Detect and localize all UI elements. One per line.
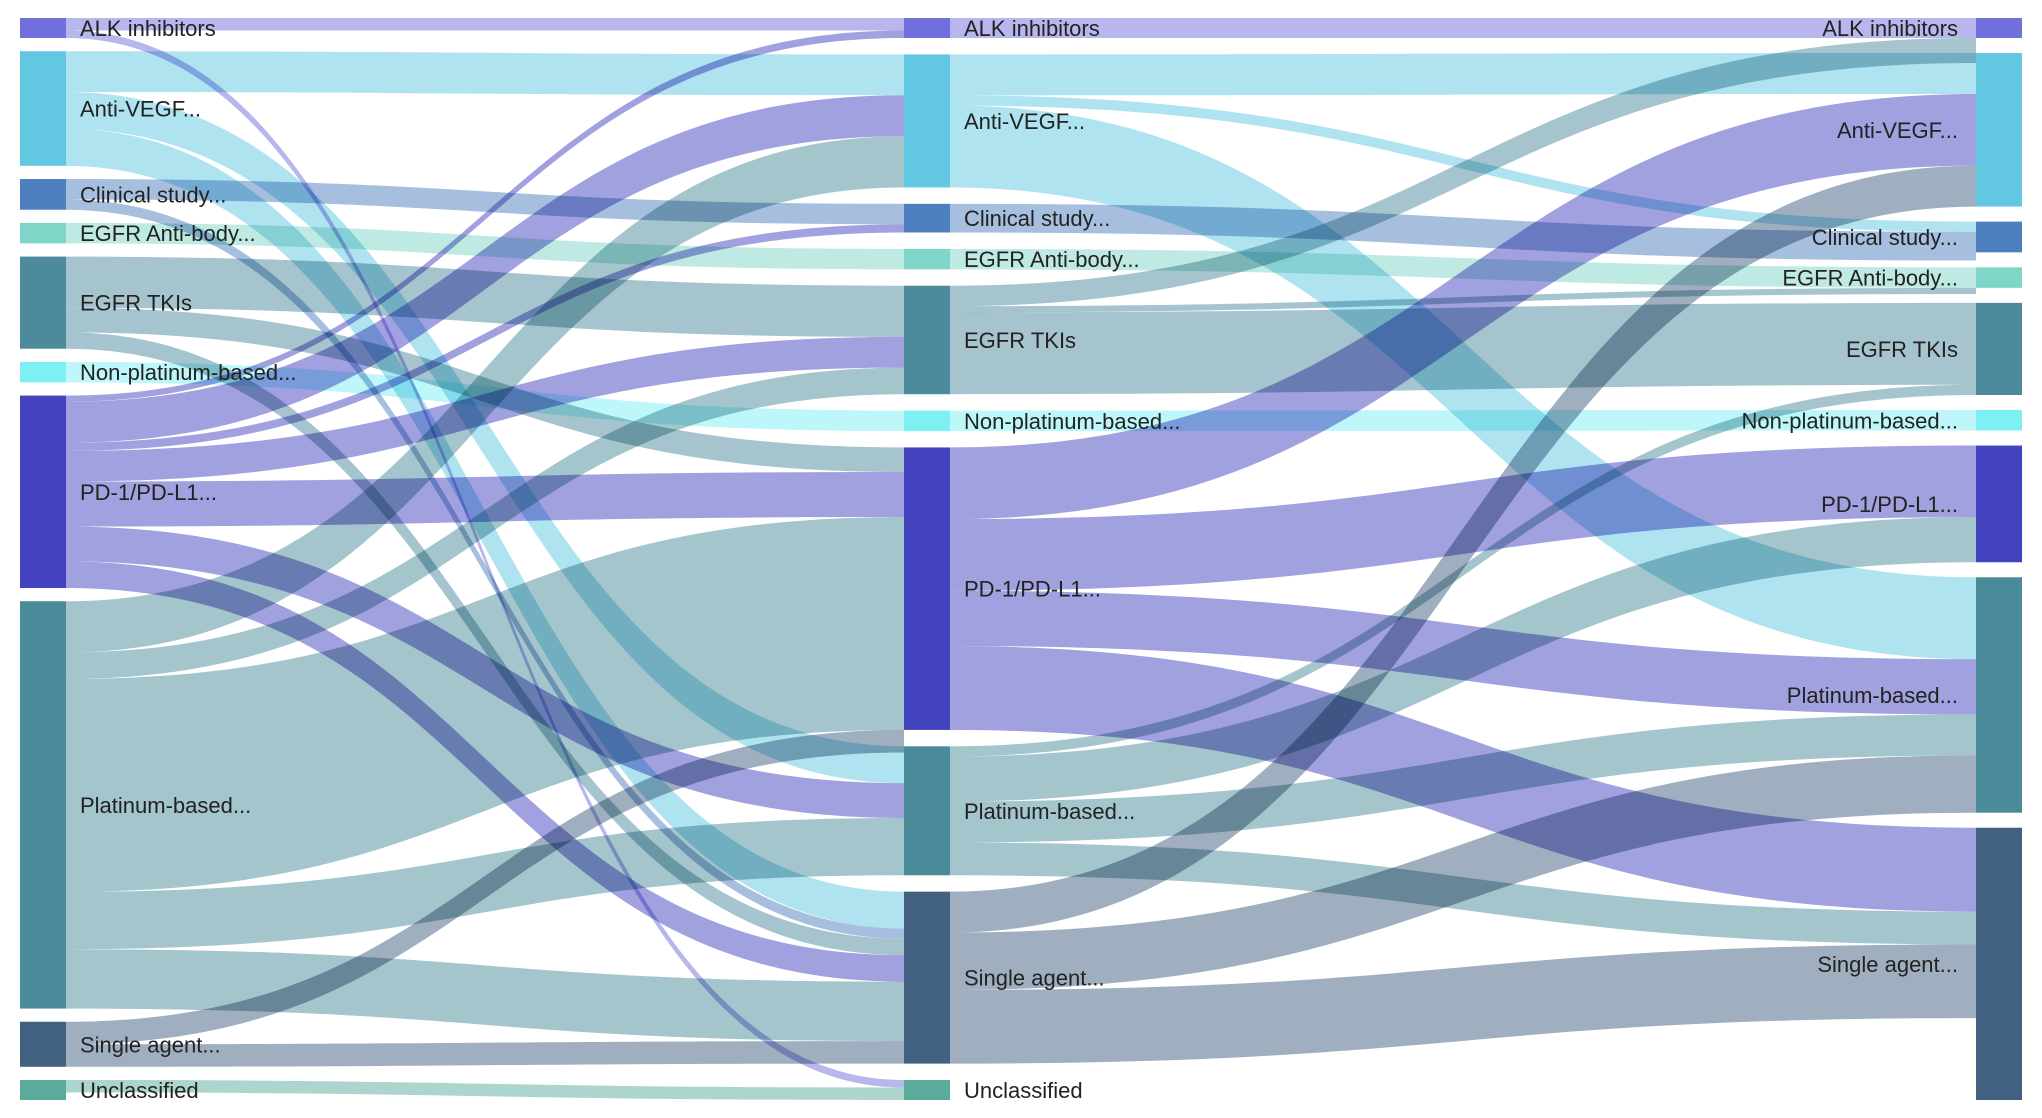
link-pd-1-pd-l1-to-anti-vegf: [66, 95, 904, 443]
link-platinum-based-to-platinum-based: [950, 714, 1976, 843]
node-1-egfr-anti-body: [904, 248, 950, 270]
node-label-0-anti-vegf: Anti-VEGF...: [80, 97, 201, 122]
node-label-0-egfr-anti-body: EGFR Anti-body...: [80, 221, 256, 246]
link-pd-1-pd-l1-to-clinical-study: [66, 224, 904, 451]
node-label-1-non-platinum-based: Non-platinum-based...: [964, 409, 1180, 434]
node-label-1-unclassified: Unclassified: [964, 1078, 1083, 1103]
node-0-platinum-based: [20, 601, 66, 1009]
node-label-2-platinum-based: Platinum-based...: [1787, 683, 1958, 708]
node-label-2-clinical-study: Clinical study...: [1812, 225, 1958, 250]
node-label-1-pd-1-pd-l1: PD-1/PD-L1...: [964, 577, 1101, 602]
link-pd-1-pd-l1-to-pd-1-pd-l1: [66, 472, 904, 527]
node-label-0-pd-1-pd-l1: PD-1/PD-L1...: [80, 480, 217, 505]
node-label-2-non-platinum-based: Non-platinum-based...: [1742, 408, 1958, 433]
link-single-agent-to-single-agent: [66, 1041, 904, 1067]
node-label-0-clinical-study: Clinical study...: [80, 182, 226, 207]
node-2-pd-1-pd-l1: [1976, 445, 2022, 563]
node-1-single-agent: [904, 891, 950, 1064]
link-single-agent-to-anti-vegf: [950, 165, 1976, 933]
link-anti-vegf-to-anti-vegf: [66, 51, 904, 96]
link-anti-vegf-to-platinum-based: [66, 92, 904, 784]
node-0-non-platinum-based: [20, 361, 66, 383]
link-platinum-based-to-anti-vegf: [66, 136, 904, 653]
node-1-unclassified: [904, 1080, 950, 1100]
link-platinum-based-to-pd-1-pd-l1: [66, 517, 904, 892]
node-2-egfr-anti-body: [1976, 267, 2022, 288]
node-label-0-non-platinum-based: Non-platinum-based...: [80, 360, 296, 385]
node-label-1-egfr-anti-body: EGFR Anti-body...: [964, 247, 1140, 272]
node-1-non-platinum-based: [904, 410, 950, 432]
link-platinum-based-to-pd-1-pd-l1: [950, 517, 1976, 802]
link-platinum-based-to-egfr-tkis: [66, 367, 904, 679]
link-single-agent-to-single-agent: [950, 944, 1976, 1064]
node-0-unclassified: [20, 1080, 66, 1100]
node-2-single-agent: [1976, 827, 2022, 1100]
link-single-agent-to-platinum-based: [950, 755, 1976, 990]
link-alk-inhibitors-to-alk-inhibitors: [950, 18, 1976, 38]
link-platinum-based-to-egfr-tkis: [950, 384, 1976, 757]
node-1-clinical-study: [904, 203, 950, 233]
node-label-2-egfr-tkis: EGFR TKIs: [1846, 337, 1958, 362]
link-pd-1-pd-l1-to-pd-1-pd-l1: [950, 445, 1976, 591]
link-pd-1-pd-l1-to-anti-vegf: [950, 93, 1976, 520]
link-single-agent-to-pd-1-pd-l1: [66, 729, 904, 1045]
node-0-egfr-anti-body: [20, 222, 66, 244]
node-0-anti-vegf: [20, 51, 66, 166]
node-1-pd-1-pd-l1: [904, 447, 950, 730]
node-label-1-egfr-tkis: EGFR TKIs: [964, 328, 1076, 353]
node-label-2-single-agent: Single agent...: [1817, 952, 1958, 977]
node-label-2-egfr-anti-body: EGFR Anti-body...: [1782, 266, 1958, 291]
node-2-platinum-based: [1976, 577, 2022, 813]
link-clinical-study-to-single-agent: [66, 199, 904, 939]
link-platinum-based-to-single-agent: [66, 949, 904, 1042]
link-pd-1-pd-l1-to-alk-inhibitors: [66, 30, 904, 402]
node-label-1-clinical-study: Clinical study...: [964, 206, 1110, 231]
node-1-anti-vegf: [904, 54, 950, 188]
link-alk-inhibitors-to-alk-inhibitors: [66, 18, 904, 31]
node-2-anti-vegf: [1976, 53, 2022, 207]
node-0-alk-inhibitors: [20, 18, 66, 38]
node-2-clinical-study: [1976, 221, 2022, 253]
node-label-2-alk-inhibitors: ALK inhibitors: [1822, 16, 1958, 41]
node-label-0-alk-inhibitors: ALK inhibitors: [80, 16, 216, 41]
node-label-2-pd-1-pd-l1: PD-1/PD-L1...: [1821, 492, 1958, 517]
link-egfr-anti-body-to-egfr-anti-body: [66, 222, 904, 270]
node-2-egfr-tkis: [1976, 302, 2022, 395]
node-label-1-platinum-based: Platinum-based...: [964, 799, 1135, 824]
link-egfr-tkis-to-alk-inhibitors: [950, 38, 1976, 307]
node-1-alk-inhibitors: [904, 18, 950, 38]
node-0-clinical-study: [20, 179, 66, 210]
node-label-1-anti-vegf: Anti-VEGF...: [964, 109, 1085, 134]
node-label-1-single-agent: Single agent...: [964, 966, 1105, 991]
node-1-platinum-based: [904, 746, 950, 876]
node-1-egfr-tkis: [904, 285, 950, 395]
link-egfr-tkis-to-egfr-tkis: [950, 302, 1976, 395]
link-alk-inhibitors-to-unclassified: [66, 30, 904, 1088]
node-label-1-alk-inhibitors: ALK inhibitors: [964, 16, 1100, 41]
node-2-non-platinum-based: [1976, 410, 2022, 431]
link-egfr-tkis-to-egfr-tkis: [66, 256, 904, 337]
link-unclassified-to-unclassified: [66, 1080, 904, 1100]
node-label-2-anti-vegf: Anti-VEGF...: [1837, 118, 1958, 143]
node-label-0-egfr-tkis: EGFR TKIs: [80, 291, 192, 316]
node-0-egfr-tkis: [20, 256, 66, 349]
node-0-pd-1-pd-l1: [20, 395, 66, 589]
node-2-alk-inhibitors: [1976, 18, 2022, 38]
node-label-0-unclassified: Unclassified: [80, 1078, 199, 1103]
node-0-single-agent: [20, 1021, 66, 1067]
node-label-0-platinum-based: Platinum-based...: [80, 793, 251, 818]
node-label-0-single-agent: Single agent...: [80, 1032, 221, 1057]
